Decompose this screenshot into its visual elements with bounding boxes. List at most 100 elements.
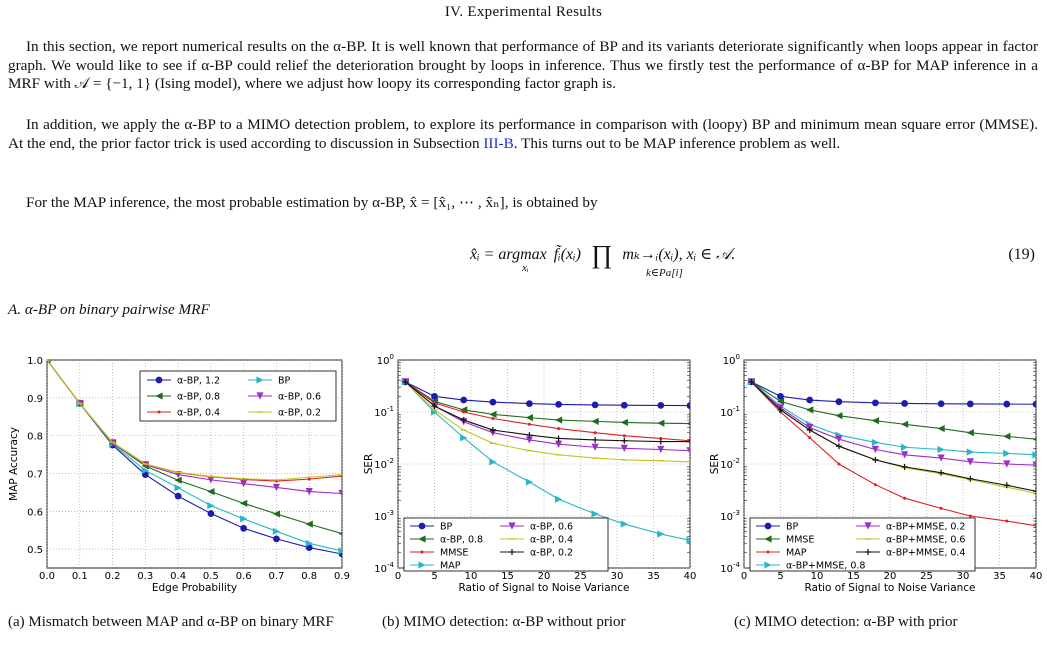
series-line	[404, 381, 690, 452]
x-tick-label: 5	[431, 571, 437, 582]
x-tick-label: 35	[647, 571, 660, 582]
data-point	[1003, 482, 1010, 489]
data-point	[460, 417, 467, 424]
legend-item: α-BP, 0.4	[147, 408, 220, 419]
data-point	[748, 378, 755, 385]
legend-item: MMSE	[410, 548, 468, 559]
data-point	[966, 458, 974, 466]
data-point	[686, 536, 690, 544]
data-point	[489, 398, 497, 406]
x-tick-label: 10	[811, 571, 824, 582]
legend-item: α-BP+MMSE, 0.2	[856, 522, 965, 533]
data-point	[1003, 432, 1011, 440]
data-point	[240, 524, 248, 532]
data-point	[1033, 488, 1036, 495]
legend-label: MAP	[440, 561, 461, 572]
series-bp	[401, 378, 690, 409]
x-tick-label: 0.3	[137, 571, 153, 582]
data-point	[207, 476, 215, 484]
data-point	[776, 397, 785, 405]
x-tick-label: 0.4	[170, 571, 186, 582]
y-axis-label: MAP Accuracy	[8, 427, 20, 501]
legend-label: BP	[278, 376, 291, 387]
x-tick-label: 25	[574, 571, 587, 582]
legend-label: α-BP, 0.6	[278, 392, 321, 403]
data-point	[901, 443, 909, 451]
legend-item: α-BP+MMSE, 0.6	[856, 535, 965, 546]
legend: BP α-BP, 0.8 MMSE MAP α-BP, 0.6 α-BP, 0.4 α-BP…	[403, 517, 609, 572]
legend-item: BP	[410, 522, 453, 533]
legend-label: α-BP, 0.2	[530, 548, 573, 559]
chart-c: 0 5 10 15 20 25 30 35 40 10-4 10-3 10-2 10-1 100 Ratio…	[709, 353, 1042, 594]
data-point	[431, 403, 438, 410]
data-point	[657, 401, 665, 409]
data-point	[837, 462, 841, 466]
data-point	[338, 531, 342, 536]
y-tick-label: 10-1	[374, 405, 394, 419]
data-point	[557, 427, 561, 431]
data-point	[460, 396, 468, 404]
legend-marker	[508, 522, 516, 530]
data-point	[1032, 451, 1036, 459]
data-point	[1003, 460, 1011, 468]
data-point	[526, 432, 533, 439]
series-line	[404, 381, 690, 442]
data-point	[901, 463, 908, 470]
x-tick-label: 0.9	[334, 571, 350, 582]
x-tick-label: 0.1	[72, 571, 88, 582]
data-point	[937, 400, 945, 408]
paragraph-map: For the MAP inference, the most probable…	[26, 194, 598, 211]
data-point	[591, 443, 599, 451]
legend-label: α-BP, 0.8	[440, 535, 483, 546]
data-point	[937, 424, 945, 433]
data-point	[835, 443, 842, 450]
legend-marker	[764, 561, 772, 569]
data-point	[207, 502, 215, 510]
legend-item: BP	[248, 376, 291, 387]
y-tick-label: 10-2	[374, 457, 394, 471]
x-tick-label: 10	[465, 571, 478, 582]
legend-item: α-BP, 0.6	[500, 522, 573, 533]
data-point	[872, 399, 879, 407]
x-tick-label: 0.5	[203, 571, 219, 582]
data-point	[489, 410, 497, 418]
data-point	[657, 445, 665, 454]
legend-item: α-BP+MMSE, 0.4	[856, 548, 965, 559]
data-point	[240, 499, 248, 507]
x-tick-label: 0.2	[105, 571, 121, 582]
caption-b: (b) MIMO detection: α-BP without prior	[382, 614, 626, 630]
x-tick-label: 40	[684, 571, 697, 582]
subsection-link[interactable]: III-B	[483, 134, 514, 152]
chart-b: 0 5 10 15 20 25 30 35 40 10-4 10-3 10-2 10-1 100 Ratio…	[363, 353, 697, 594]
y-tick-label: 10-2	[720, 457, 740, 471]
legend-marker	[157, 410, 161, 414]
data-point	[305, 520, 313, 528]
data-point	[272, 510, 281, 518]
data-point	[966, 400, 974, 408]
y-axis-label: SER	[363, 454, 375, 475]
y-tick-label: 10-3	[374, 509, 394, 523]
data-point	[657, 438, 664, 445]
legend-marker	[256, 392, 264, 400]
legend-item: α-BP+MMSE, 0.8	[756, 561, 865, 572]
data-point	[555, 401, 563, 408]
legend-label: BP	[440, 522, 453, 533]
x-axis-label: Edge Probability	[152, 582, 237, 594]
x-axis-label: Ratio of Signal to Noise Variance	[458, 582, 629, 594]
series-line	[750, 381, 1036, 527]
legend-label: MMSE	[440, 548, 468, 559]
data-point	[871, 417, 879, 425]
data-point	[207, 510, 215, 517]
data-point	[527, 422, 531, 426]
data-point	[939, 506, 943, 510]
data-point	[659, 436, 663, 440]
data-point	[686, 421, 690, 426]
data-point	[835, 398, 843, 406]
legend-item: α-BP, 0.6	[248, 392, 321, 403]
data-point	[873, 483, 877, 487]
data-point	[622, 434, 626, 438]
data-point	[489, 427, 496, 434]
legend-item: α-BP, 0.8	[410, 535, 483, 546]
caption-c: (c) MIMO detection: α-BP with prior	[734, 614, 958, 630]
series-line	[750, 381, 1036, 456]
